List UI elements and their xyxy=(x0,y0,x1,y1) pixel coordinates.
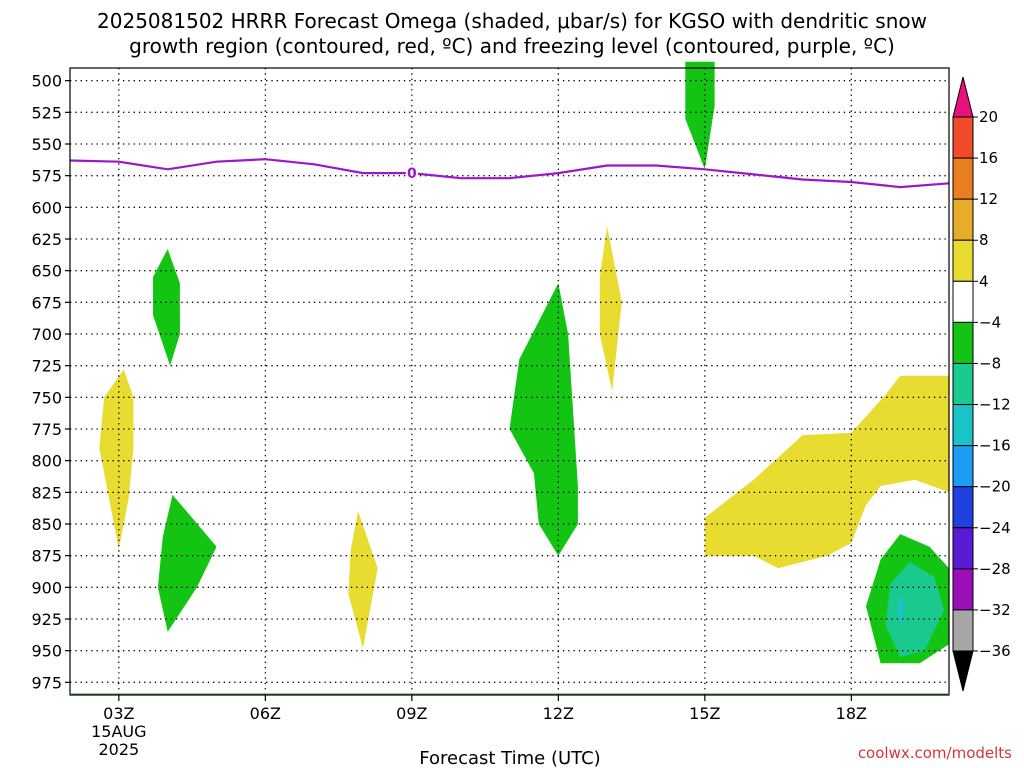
y-tick-label-550: 550 xyxy=(31,135,62,154)
colorbar-label-8: 8 xyxy=(979,231,989,249)
y-tick-label-725: 725 xyxy=(31,357,62,376)
colorbar-bin--32-to--28 xyxy=(952,568,974,611)
y-tick-label-650: 650 xyxy=(31,262,62,281)
colorbar-label--32: −32 xyxy=(979,601,1011,619)
omega-shading xyxy=(99,61,949,664)
y-tick-label-525: 525 xyxy=(31,103,62,122)
y-tick-label-700: 700 xyxy=(31,325,62,344)
x-tick-label-12Z: 12Z xyxy=(543,704,574,723)
colorbar-label-12: 12 xyxy=(979,190,998,208)
y-tick-label-600: 600 xyxy=(31,198,62,217)
freezing-level-line xyxy=(69,158,950,189)
chart-title-line2: growth region (contoured, red, ºC) and f… xyxy=(129,34,895,58)
y-tick-label-675: 675 xyxy=(31,293,62,312)
x-tick-sublabel-2025: 2025 xyxy=(98,740,139,759)
omega-region-11 xyxy=(897,593,906,628)
grid-lines xyxy=(70,68,949,695)
freezing-label-bg xyxy=(405,164,418,182)
freezing-level-label: 0 xyxy=(407,166,417,182)
colorbar-bin--8-to--4 xyxy=(952,321,974,364)
colorbar-label-16: 16 xyxy=(979,149,998,167)
y-tick-label-950: 950 xyxy=(31,642,62,661)
colorbar-bottom-arrow xyxy=(952,650,974,692)
x-tick-label-18Z: 18Z xyxy=(836,704,867,723)
colorbar-top-arrow xyxy=(952,76,974,118)
colorbar-bin--36-to--32 xyxy=(952,609,974,652)
y-tick-label-900: 900 xyxy=(31,578,62,597)
x-tick-label-06Z: 06Z xyxy=(250,704,281,723)
omega-region-8 xyxy=(704,375,949,569)
y-tick-label-850: 850 xyxy=(31,515,62,534)
y-tick-label-750: 750 xyxy=(31,388,62,407)
x-axis-label: Forecast Time (UTC) xyxy=(419,748,600,768)
omega-region-5 xyxy=(509,283,578,556)
colorbar-bin-8-to-12 xyxy=(952,198,974,241)
omega-region-3 xyxy=(157,494,217,632)
colorbar-bin--16-to--12 xyxy=(952,404,974,447)
y-tick-label-800: 800 xyxy=(31,452,62,471)
plot-frame xyxy=(69,67,950,696)
colorbar-bin-16-to-20 xyxy=(952,116,974,159)
colorbar-label--4: −4 xyxy=(979,313,1001,331)
x-tick-sublabel-15AUG: 15AUG xyxy=(91,722,146,741)
plot-area: 0 xyxy=(69,61,950,696)
y-tick-label-925: 925 xyxy=(31,610,62,629)
colorbar-label--16: −16 xyxy=(979,437,1011,455)
colorbar-label--28: −28 xyxy=(979,560,1011,578)
colorbar-bin-4-to-8 xyxy=(952,239,974,282)
colorbar-label--8: −8 xyxy=(979,354,1001,372)
x-tick-label-15Z: 15Z xyxy=(689,704,720,723)
y-axis: 500 525 550 575 600 625 650 675 700 725 750 775 800 8… xyxy=(31,72,70,692)
y-tick-label-875: 875 xyxy=(31,547,62,566)
credit-text: coolwx.com/modelts xyxy=(858,744,1012,762)
colorbar-label--24: −24 xyxy=(979,519,1011,537)
y-tick-label-975: 975 xyxy=(31,673,62,692)
colorbar-bin--24-to--20 xyxy=(952,486,974,529)
chart-title-line1: 2025081502 HRRR Forecast Omega (shaded, … xyxy=(97,9,927,33)
colorbar: 20 16 12 8 4 −4 −8 −12 −16 −20 −24 −28 −32 −36 xyxy=(952,76,1011,692)
colorbar-label--36: −36 xyxy=(979,642,1011,660)
colorbar-bin--4-to-4 xyxy=(952,280,974,323)
omega-region-6 xyxy=(599,226,622,391)
omega-region-7 xyxy=(685,61,715,170)
y-tick-label-825: 825 xyxy=(31,483,62,502)
colorbar-bin--20-to--16 xyxy=(952,445,974,488)
plot-background xyxy=(70,68,949,695)
y-tick-label-775: 775 xyxy=(31,420,62,439)
omega-region-10 xyxy=(885,562,945,657)
colorbar-label-4: 4 xyxy=(979,272,989,290)
y-tick-label-575: 575 xyxy=(31,167,62,186)
colorbar-bin--28-to--24 xyxy=(952,527,974,570)
x-tick-label-03Z: 03Z xyxy=(103,704,134,723)
omega-region-4 xyxy=(348,511,378,649)
colorbar-label--20: −20 xyxy=(979,478,1011,496)
colorbar-label--12: −12 xyxy=(979,396,1011,414)
x-tick-label-09Z: 09Z xyxy=(396,704,427,723)
omega-region-2 xyxy=(153,249,180,366)
colorbar-bin--12-to--8 xyxy=(952,362,974,406)
omega-region-1 xyxy=(99,369,134,550)
y-tick-label-500: 500 xyxy=(31,72,62,91)
freezing-level-contour: 0 xyxy=(69,158,950,189)
y-tick-label-625: 625 xyxy=(31,230,62,249)
colorbar-label-20: 20 xyxy=(979,108,998,126)
colorbar-bin-12-to-16 xyxy=(952,157,974,200)
